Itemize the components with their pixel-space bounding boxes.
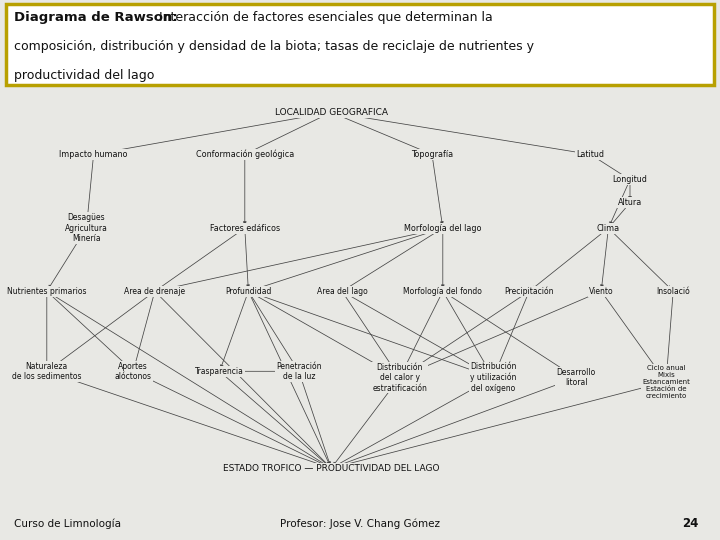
Text: Curso de Limnología: Curso de Limnología [14,518,122,529]
Text: Morfología del fondo: Morfología del fondo [403,287,482,296]
Text: Area del lago: Area del lago [317,287,367,296]
Text: Profesor: Jose V. Chang Gómez: Profesor: Jose V. Chang Gómez [280,518,440,529]
Text: Interacción de factores esenciales que determinan la: Interacción de factores esenciales que d… [155,11,492,24]
Text: Distribución
y utilización
del oxígeno: Distribución y utilización del oxígeno [470,362,516,393]
Text: 24: 24 [682,517,698,530]
Text: productividad del lago: productividad del lago [14,70,155,83]
Text: Ciclo anual
Mixis
Estancamient
Estación de
crecimiento: Ciclo anual Mixis Estancamient Estación … [642,365,690,399]
Text: Impacto humano: Impacto humano [59,150,128,159]
Text: Nutrientes primarios: Nutrientes primarios [7,287,86,296]
Text: Area de drenaje: Area de drenaje [125,287,185,296]
Text: composición, distribución y densidad de la biota; tasas de reciclaje de nutrient: composición, distribución y densidad de … [14,40,534,53]
Text: Clima: Clima [597,224,620,233]
Text: Penetración
de la luz: Penetración de la luz [276,362,322,381]
Text: Precipitación: Precipitación [505,287,554,296]
Text: Distribución
del calor y
estratificación: Distribución del calor y estratificación [372,363,427,393]
Text: Topografía: Topografía [411,150,453,159]
Text: Diagrama de Rawson:: Diagrama de Rawson: [14,11,178,24]
Text: Naturaleza
de los sedimentos: Naturaleza de los sedimentos [12,362,81,381]
FancyBboxPatch shape [6,4,714,85]
Text: Conformación geológica: Conformación geológica [196,150,294,159]
Text: Desagües
Agricultura
Minería: Desagües Agricultura Minería [65,213,108,243]
Text: Longitud: Longitud [613,175,647,184]
Text: Latitud: Latitud [577,150,604,159]
Text: Insolació: Insolació [657,287,690,296]
Text: LOCALIDAD GEOGRAFICA: LOCALIDAD GEOGRAFICA [275,108,387,117]
Text: Morfología del lago: Morfología del lago [404,224,482,233]
Text: ESTADO TROFICO — PRODUCTIVIDAD DEL LAGO: ESTADO TROFICO — PRODUCTIVIDAD DEL LAGO [223,464,439,472]
Text: Viento: Viento [589,287,613,296]
Text: Trasparencia: Trasparencia [195,367,244,376]
Text: Altura: Altura [618,198,642,207]
Text: Factores edáficos: Factores edáficos [210,224,280,233]
Text: Profundidad: Profundidad [225,287,271,296]
Text: Desarrollo
litoral: Desarrollo litoral [557,368,595,387]
Text: Aportes
alóctonos: Aportes alóctonos [114,362,152,381]
